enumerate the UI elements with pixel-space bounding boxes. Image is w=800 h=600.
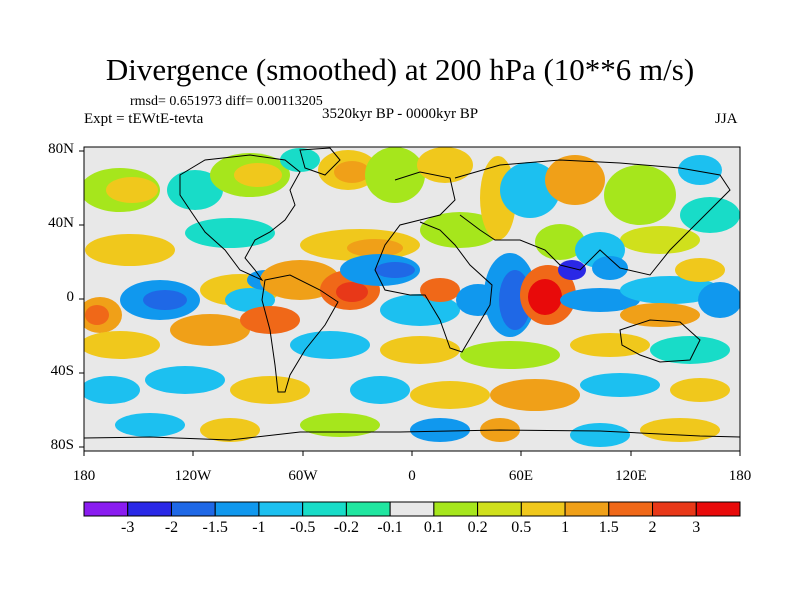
colorbar-label: -3 bbox=[121, 519, 135, 536]
colorbar-label: 3 bbox=[692, 519, 701, 536]
y-tick-label: 80N bbox=[48, 141, 74, 157]
colorbar-label: -0.1 bbox=[377, 519, 403, 536]
colorbar-swatch bbox=[258, 501, 304, 517]
season-label: JJA bbox=[715, 111, 738, 127]
x-tick-label: 180 bbox=[72, 468, 96, 484]
colorbar-label: -2 bbox=[164, 519, 179, 536]
experiment-label: Expt = tEWtE-tevta bbox=[84, 111, 204, 127]
period-label: 3520kyr BP - 0000kyr BP bbox=[322, 106, 479, 122]
greenland-coast bbox=[299, 147, 341, 176]
x-tick-label: 180 bbox=[728, 468, 752, 484]
colorbar-swatch bbox=[695, 501, 741, 517]
y-tick-label: 80S bbox=[50, 437, 74, 453]
colorbar-swatch bbox=[389, 501, 435, 517]
colorbar-label: 1.5 bbox=[598, 519, 619, 536]
colorbar-swatch bbox=[83, 501, 129, 517]
colorbar-swatch bbox=[652, 501, 697, 517]
x-tick-label: 0 bbox=[408, 468, 416, 484]
colorbar-label: 1 bbox=[561, 519, 570, 536]
colorbar-swatch bbox=[214, 501, 260, 517]
y-tick-label: 40S bbox=[50, 363, 74, 379]
colorbar-label: 0.1 bbox=[423, 519, 444, 536]
north-america-coast bbox=[179, 154, 301, 282]
x-tick-label: 60W bbox=[288, 468, 318, 484]
x-tick-label: 60E bbox=[508, 468, 534, 484]
asia-coast bbox=[454, 159, 731, 276]
antarctica-coast bbox=[84, 429, 740, 441]
colorbar-label: -1 bbox=[252, 519, 266, 536]
colorbar-label: -0.5 bbox=[290, 519, 316, 536]
colorbar-label: -1.5 bbox=[202, 519, 228, 536]
y-tick-label: 0 bbox=[66, 289, 75, 305]
colorbar-label: 2 bbox=[648, 519, 657, 536]
colorbar-swatch bbox=[520, 501, 566, 517]
colorbar bbox=[83, 501, 741, 517]
y-tick-label: 40N bbox=[48, 215, 74, 231]
south-america-coast bbox=[261, 274, 339, 393]
colorbar-swatch bbox=[302, 501, 347, 517]
australia-coast bbox=[619, 319, 701, 363]
field-tropics bbox=[84, 253, 740, 337]
colorbar-label: -0.2 bbox=[333, 519, 360, 536]
colorbar-swatch bbox=[564, 501, 610, 517]
colorbar-swatch bbox=[170, 501, 216, 517]
coastlines bbox=[84, 147, 740, 441]
colorbar-swatch bbox=[433, 501, 479, 517]
map-title: Divergence (smoothed) at 200 hPa (10**6 … bbox=[105, 52, 695, 87]
colorbar-swatch bbox=[477, 501, 522, 517]
colorbar-swatch bbox=[608, 501, 654, 517]
stats-text: rmsd= 0.651973 diff= 0.00113205 bbox=[130, 94, 323, 109]
europe-africa-coast bbox=[374, 171, 493, 353]
colorbar-swatch bbox=[127, 501, 172, 517]
colorbar-label: 0.5 bbox=[511, 519, 532, 536]
map-plot-area bbox=[84, 147, 740, 451]
field-south bbox=[84, 306, 730, 447]
field-north-mid bbox=[85, 218, 628, 280]
colorbar-label: 0.2 bbox=[467, 519, 488, 536]
x-tick-label: 120W bbox=[174, 468, 212, 484]
axis-ticks bbox=[79, 150, 741, 456]
x-tick-label: 120E bbox=[615, 468, 647, 484]
colorbar-swatch bbox=[345, 501, 391, 517]
